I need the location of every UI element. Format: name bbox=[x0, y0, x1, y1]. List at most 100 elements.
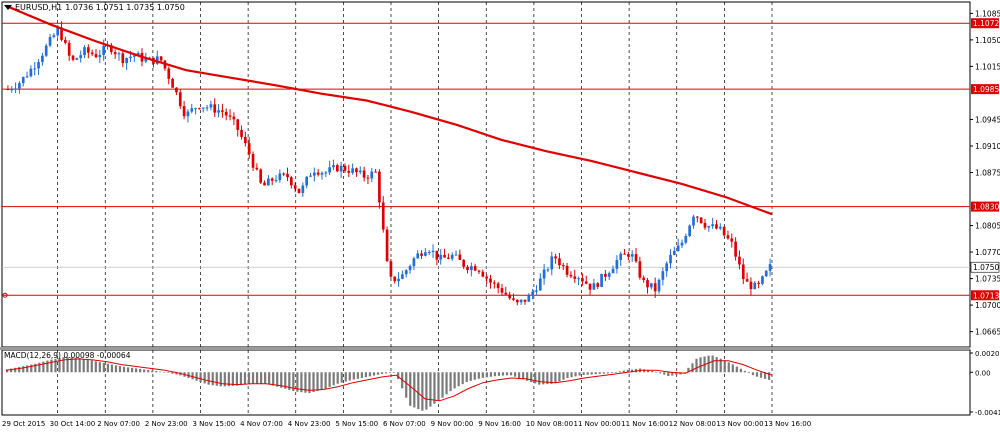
macd-histogram-bar bbox=[288, 372, 291, 390]
macd-histogram-bar bbox=[663, 372, 666, 375]
candle-body bbox=[320, 172, 324, 175]
macd-histogram-bar bbox=[78, 358, 81, 373]
macd-histogram-bar bbox=[284, 372, 287, 389]
macd-histogram-bar bbox=[723, 360, 726, 373]
candle-body bbox=[10, 89, 14, 91]
candle-body bbox=[734, 241, 737, 257]
macd-signal-line bbox=[5, 358, 773, 402]
candle-body bbox=[301, 185, 305, 194]
candle-body bbox=[37, 62, 40, 69]
candle-body bbox=[393, 276, 397, 282]
candle-body bbox=[661, 271, 665, 280]
macd-histogram-bar bbox=[139, 368, 142, 373]
candle-body bbox=[182, 106, 186, 117]
x-tick-label: 4 Nov 07:00 bbox=[240, 420, 283, 428]
candle-body bbox=[102, 45, 106, 55]
candle-body bbox=[711, 224, 714, 227]
macd-histogram-bar bbox=[735, 366, 738, 373]
macd-histogram-bar bbox=[687, 367, 690, 373]
macd-histogram-bar bbox=[493, 372, 497, 377]
candle-body bbox=[496, 283, 500, 289]
candle-body bbox=[634, 254, 638, 262]
macd-histogram-bar bbox=[546, 372, 549, 385]
macd-histogram-bar bbox=[352, 372, 355, 380]
macd-histogram-bar bbox=[550, 372, 553, 384]
macd-histogram-bar bbox=[344, 372, 347, 382]
candle-body bbox=[83, 47, 86, 56]
macd-histogram-bar bbox=[312, 372, 315, 393]
candle-body bbox=[535, 290, 538, 292]
macd-histogram-bar bbox=[566, 372, 569, 379]
macd-histogram-bar bbox=[126, 367, 130, 373]
candle-body bbox=[447, 257, 450, 259]
x-tick-label: 11 Nov 00:00 bbox=[574, 420, 621, 428]
candle-body bbox=[646, 280, 649, 288]
candle-body bbox=[657, 279, 661, 292]
macd-histogram-bar bbox=[223, 372, 226, 387]
macd-histogram-bar bbox=[276, 372, 279, 387]
macd-histogram-bar bbox=[606, 372, 609, 374]
macd-histogram-bar bbox=[691, 363, 694, 373]
x-tick-label: 29 Oct 2015 bbox=[2, 420, 45, 428]
candle-body bbox=[175, 87, 178, 93]
macd-histogram-bar bbox=[481, 372, 484, 378]
macd-histogram-bar bbox=[647, 370, 650, 373]
caret-down-icon[interactable] bbox=[4, 5, 12, 10]
macd-histogram-bar bbox=[429, 372, 432, 407]
candle-body bbox=[699, 217, 703, 223]
candle-body bbox=[278, 173, 282, 181]
candle-body bbox=[286, 173, 289, 178]
candle-body bbox=[378, 171, 381, 203]
candle-body bbox=[481, 271, 485, 277]
candle-body bbox=[316, 172, 320, 175]
macd-histogram-bar bbox=[695, 358, 698, 373]
macd-histogram-bar bbox=[707, 355, 710, 373]
macd-histogram-bar bbox=[82, 358, 85, 373]
macd-histogram-bar bbox=[102, 362, 105, 373]
macd-histogram-bar bbox=[393, 372, 396, 373]
candle-body bbox=[324, 172, 328, 174]
candle-body bbox=[167, 68, 171, 79]
candle-body bbox=[741, 264, 745, 280]
candle-body bbox=[508, 294, 511, 299]
macd-histogram-bar bbox=[30, 364, 33, 373]
macd-histogram-bar bbox=[453, 372, 456, 389]
candle-body bbox=[75, 58, 79, 60]
macd-histogram-bar bbox=[191, 372, 194, 380]
candle-body bbox=[542, 269, 546, 279]
candle-body bbox=[588, 283, 592, 290]
macd-histogram-bar bbox=[598, 372, 601, 374]
candle-body bbox=[600, 273, 603, 287]
x-tick-label: 3 Nov 15:00 bbox=[193, 420, 236, 428]
level-tag-label: 1.0713 bbox=[973, 291, 999, 300]
macd-histogram-bar bbox=[497, 372, 501, 376]
candle-body bbox=[136, 52, 140, 56]
macd-histogram-bar bbox=[167, 372, 170, 373]
macd-histogram-bar bbox=[332, 372, 335, 386]
candle-body bbox=[270, 178, 274, 181]
macd-histogram-bar bbox=[280, 372, 283, 388]
symbol-label: EURUSD,H1 bbox=[15, 3, 63, 12]
candle-body bbox=[374, 171, 377, 173]
x-tick-label: 5 Nov 15:00 bbox=[335, 420, 378, 428]
macd-histogram-bar bbox=[348, 372, 351, 381]
macd-histogram-bar bbox=[534, 372, 537, 384]
candle-body bbox=[87, 47, 90, 53]
candle-body bbox=[125, 58, 128, 64]
candle-body bbox=[538, 278, 542, 291]
candle-body bbox=[171, 78, 174, 88]
macd-histogram-bar bbox=[54, 358, 57, 373]
macd-histogram-bar bbox=[380, 372, 384, 375]
candle-body bbox=[550, 256, 554, 270]
candle-body bbox=[21, 77, 25, 84]
candle-body bbox=[109, 45, 113, 53]
candle-body bbox=[401, 274, 404, 279]
macd-histogram-bar bbox=[159, 371, 162, 373]
candle-body bbox=[351, 168, 354, 173]
candle-body bbox=[596, 283, 600, 287]
candle-body bbox=[247, 143, 251, 154]
candle-body bbox=[768, 264, 772, 271]
candle-body bbox=[458, 254, 462, 260]
